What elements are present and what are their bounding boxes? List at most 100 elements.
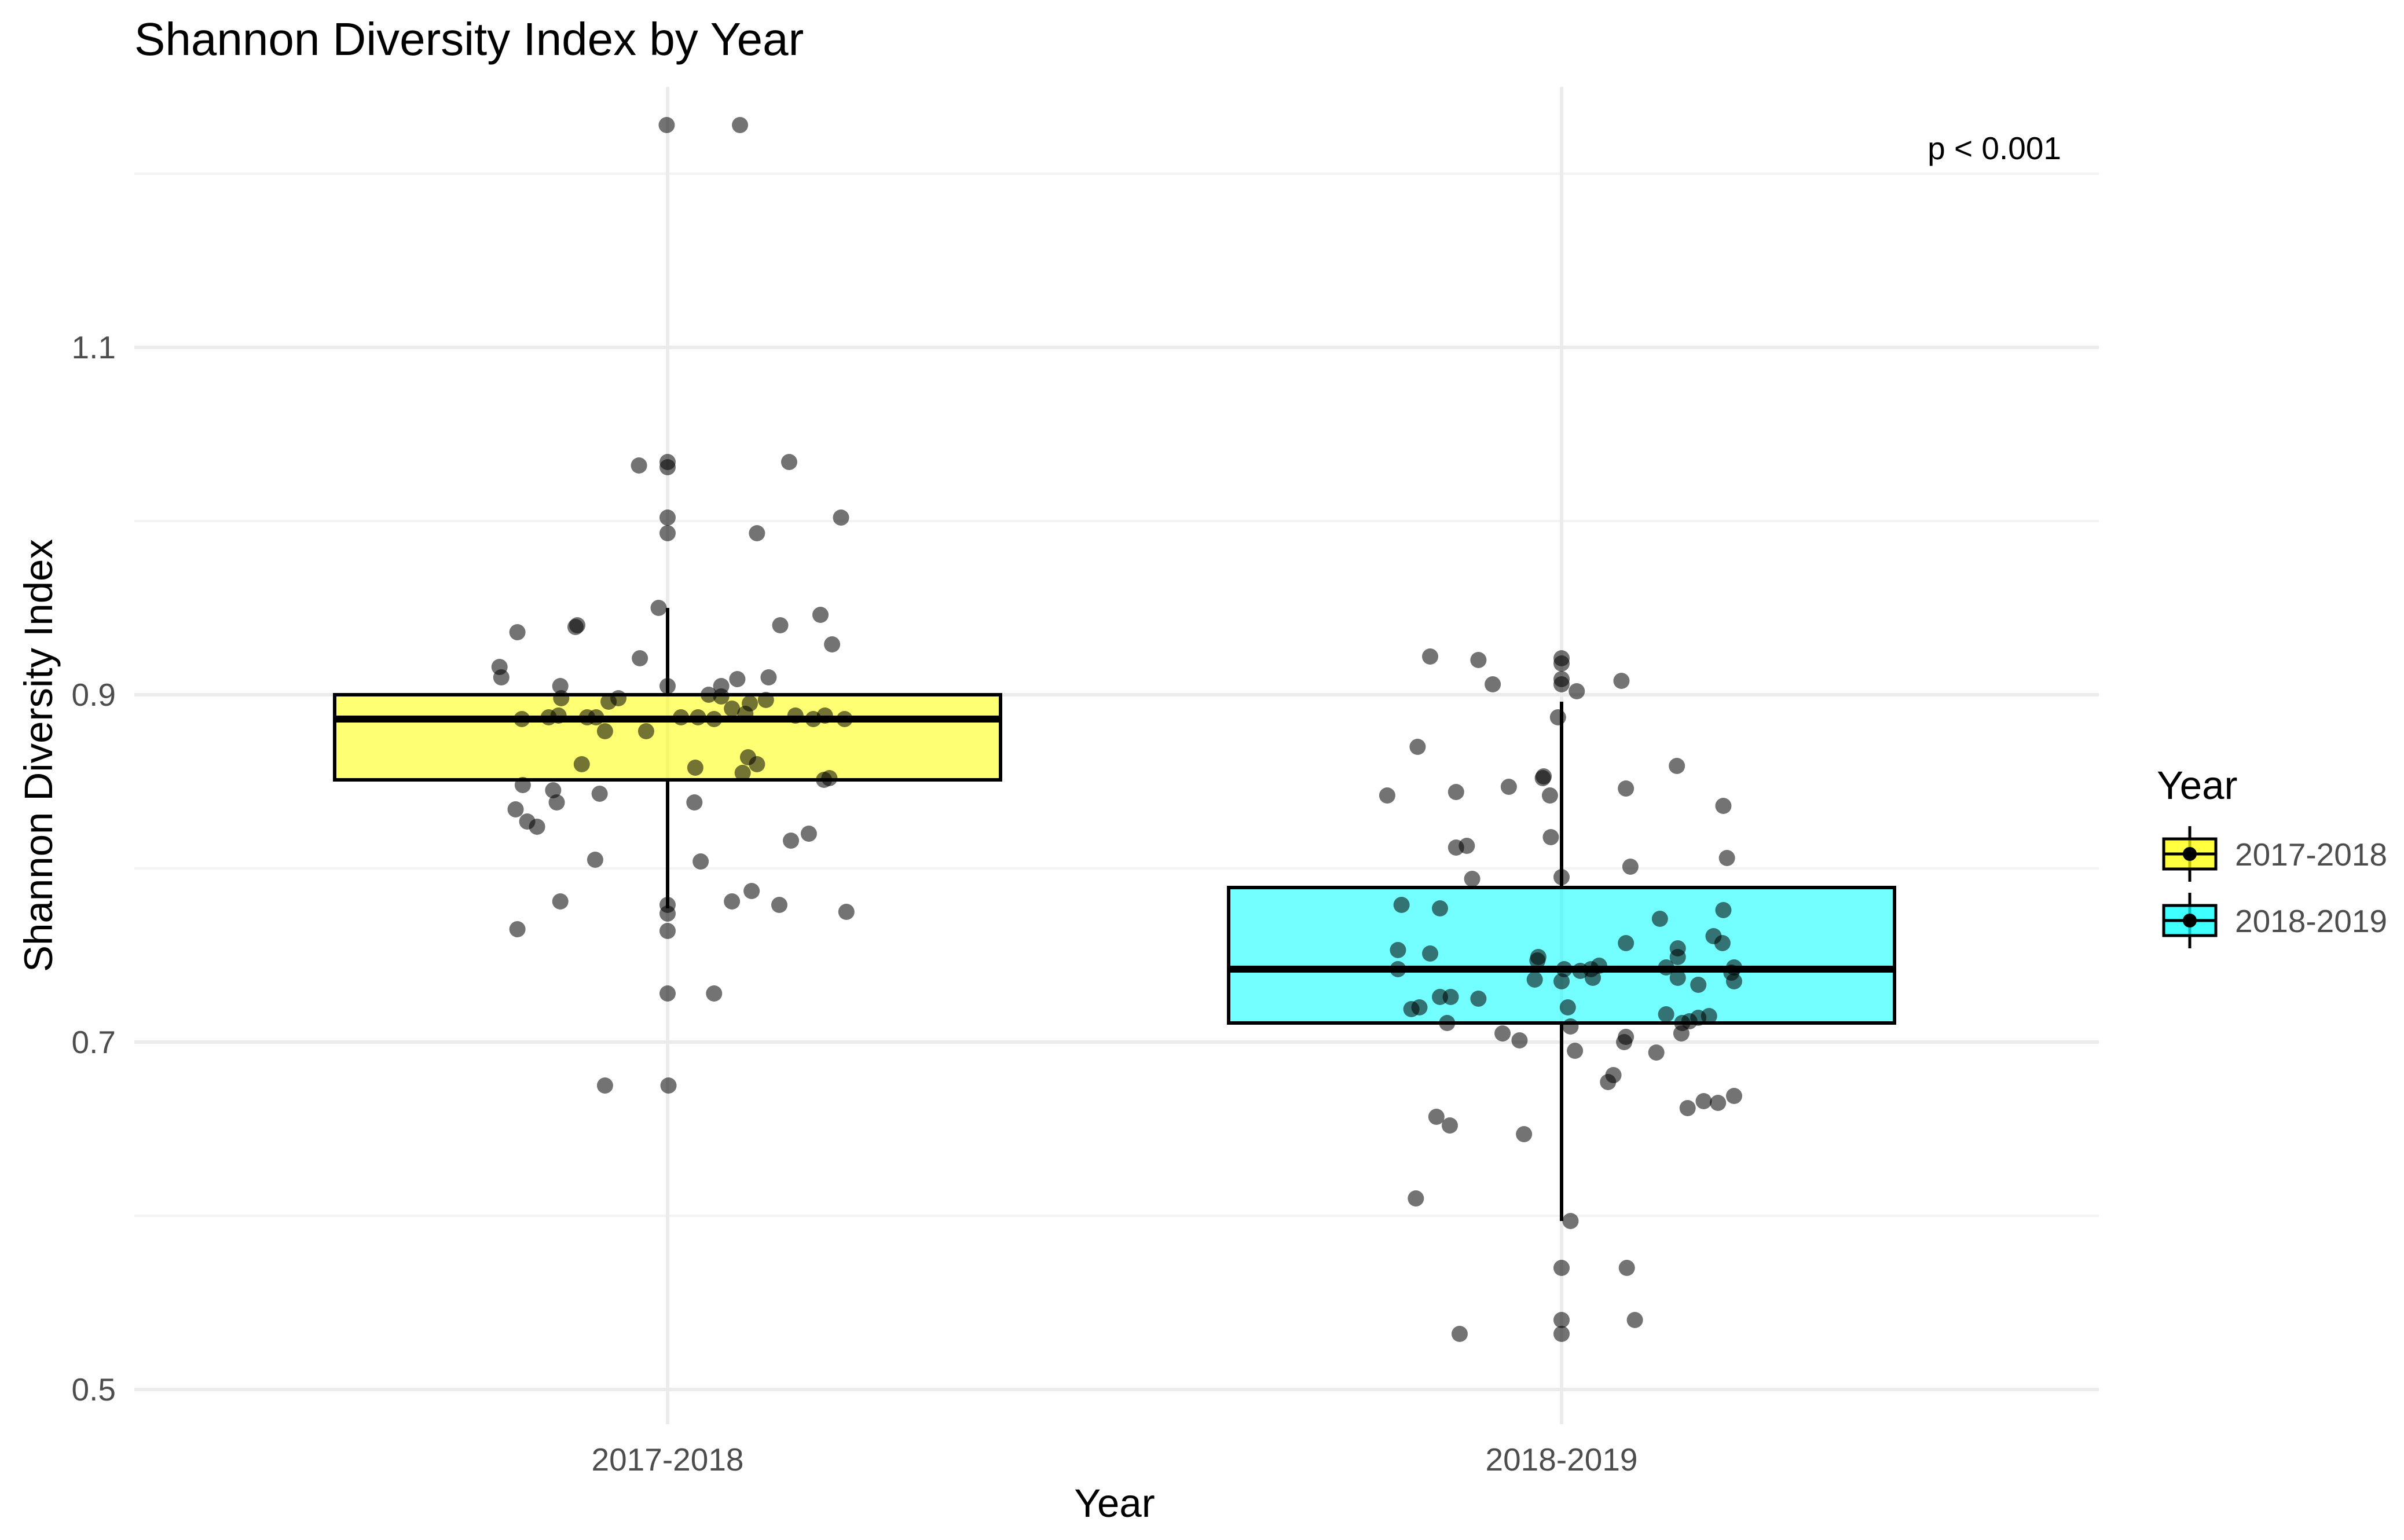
data-point [1651,911,1668,927]
data-point [749,525,765,541]
data-point [760,669,777,685]
data-point [1393,897,1410,913]
data-point [1511,1032,1528,1048]
y-tick-label: 0.7 [72,1024,116,1060]
data-point [1422,945,1439,962]
x-axis-title: Year [1074,1481,1155,1526]
data-point [1408,1190,1424,1207]
data-point [787,707,804,724]
data-point [631,457,647,474]
data-point [749,756,765,772]
data-point [1526,971,1543,988]
data-point [659,923,676,939]
data-point [771,897,787,913]
data-point [1569,683,1585,699]
data-point [783,833,800,849]
data-point [743,883,760,899]
data-point [1447,784,1464,800]
p-value-annotation: p < 0.001 [1927,130,2061,166]
data-point [706,711,723,727]
legend-entry: 2017-2018 [2162,826,2387,882]
data-point [1409,739,1426,755]
data-point [1500,779,1517,795]
data-point [1442,989,1459,1005]
y-tick-label: 0.9 [72,677,116,713]
legend-title: Year [2157,763,2237,808]
data-point [1422,648,1439,665]
data-point [732,117,749,133]
data-point [1485,676,1501,692]
iqr-box [333,693,1002,782]
data-point [529,819,545,835]
y-tick-label: 0.5 [72,1372,116,1407]
data-point [1695,1093,1712,1109]
data-point [1618,1029,1635,1045]
data-point [1626,1312,1643,1328]
data-point [659,509,676,526]
legend: Year 2017-2018 2018-2019 [2157,763,2387,948]
legend-key-point [2183,847,2197,861]
data-point [1553,1326,1570,1342]
data-point [706,985,723,1002]
x-axis-ticks: 2017-2018 2018-2019 [591,1442,1637,1477]
data-point [591,786,608,802]
data-point [1534,770,1551,786]
data-point [596,723,613,739]
data-point [1549,709,1566,725]
data-point [596,1077,613,1094]
data-point [1679,1100,1696,1116]
data-point [650,600,667,616]
data-point [692,853,709,870]
legend-label: 2018-2019 [2235,903,2387,939]
x-tick-label: 2017-2018 [591,1442,743,1477]
data-point [587,852,603,868]
data-point [1658,959,1674,976]
data-point [812,607,829,623]
data-point [1591,958,1607,974]
data-point [1542,829,1559,845]
legend-key-point [2183,914,2197,927]
data-point [1705,928,1722,944]
data-point [1553,676,1570,692]
data-point [552,893,569,910]
iqr-box [1227,886,1896,1025]
data-point [514,777,531,793]
data-point [550,707,567,724]
data-point [1669,970,1686,986]
data-point [659,459,676,475]
data-point [1669,949,1686,965]
data-point [553,690,570,706]
y-tick-label: 1.1 [72,329,116,365]
data-point [507,801,524,817]
data-point [1673,1025,1690,1042]
data-point [573,756,590,772]
data-point [772,617,789,633]
data-point [552,678,569,694]
data-point [1494,1025,1511,1042]
data-point [588,709,604,725]
data-point [509,921,526,937]
data-point [658,117,675,133]
data-point [729,671,746,687]
data-point [833,509,849,526]
chart-title: Shannon Diversity Index by Year [134,13,804,65]
data-point [1618,935,1635,951]
data-point [1562,1018,1579,1035]
data-point [1442,1117,1458,1134]
legend-entries: 2017-2018 2018-2019 [2162,826,2387,948]
data-point [632,650,648,666]
data-point [1613,673,1630,689]
data-point [545,782,562,798]
data-point [673,709,690,725]
data-point [509,624,526,640]
data-point [660,1077,677,1094]
data-point [1470,652,1487,668]
legend-label: 2017-2018 [2235,837,2387,872]
data-point [734,765,751,781]
data-point [1390,942,1406,958]
data-point [1622,859,1639,875]
data-point [567,619,584,635]
data-point [1553,973,1570,989]
data-point [1725,973,1742,989]
